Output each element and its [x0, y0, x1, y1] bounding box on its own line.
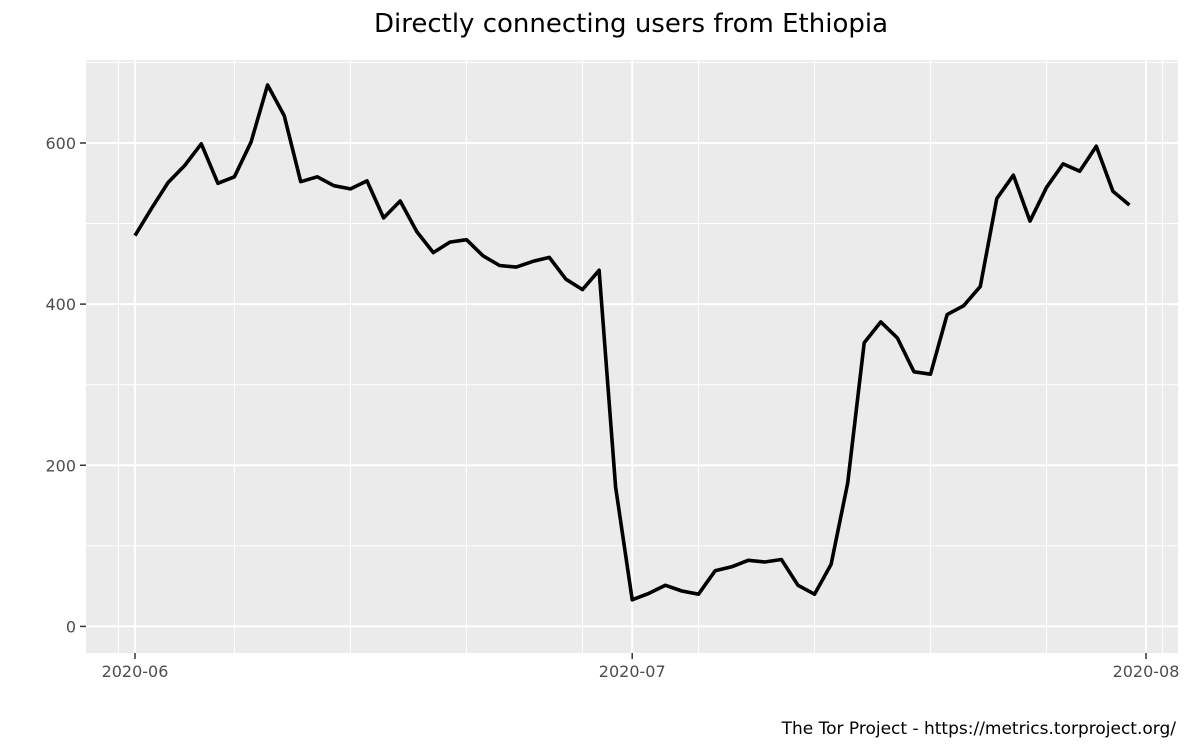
chart-title: Directly connecting users from Ethiopia: [374, 9, 888, 39]
y-tick-label: 600: [45, 134, 76, 153]
x-tick-label: 2020-07: [599, 662, 666, 681]
y-axis: 0 200 400 600: [45, 134, 86, 636]
x-tick-label: 2020-08: [1113, 662, 1180, 681]
x-axis: 2020-06 2020-07 2020-08: [102, 653, 1180, 681]
x-tick-label: 2020-06: [102, 662, 169, 681]
chart-caption: The Tor Project - https://metrics.torpro…: [781, 719, 1177, 739]
y-tick-label: 0: [66, 617, 76, 636]
series-line-users: [133, 83, 1131, 602]
major-gridlines: [86, 60, 1178, 653]
y-tick-label: 200: [45, 456, 76, 475]
y-tick-label: 400: [45, 295, 76, 314]
